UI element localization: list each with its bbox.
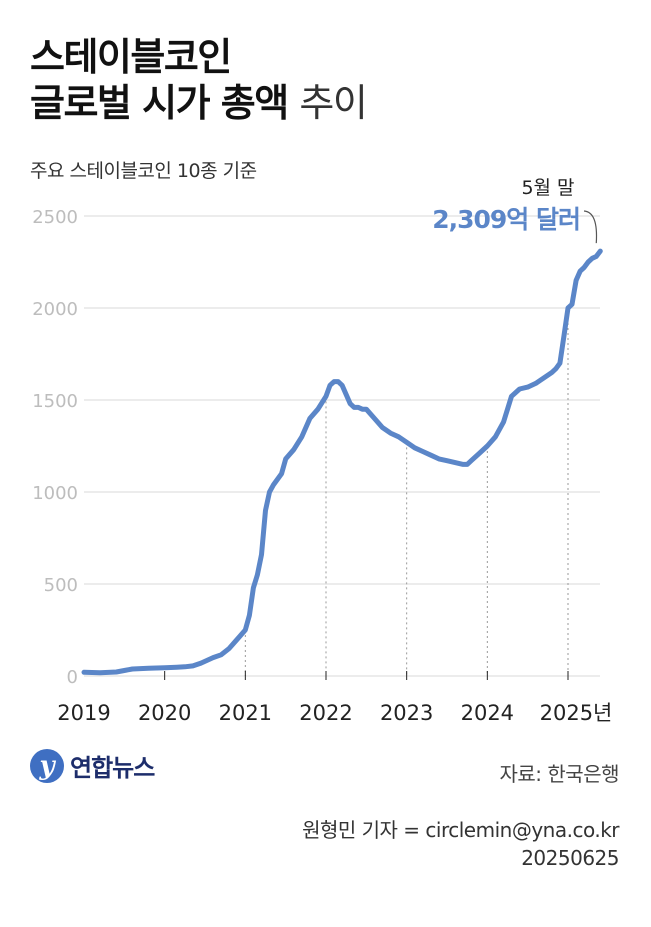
title-line-1: 스테이블코인 [30, 35, 232, 79]
x-tick-label: 2023 [380, 701, 433, 725]
annotation-value: 2,309억 달러 [432, 205, 580, 234]
credit-block: 원형민 기자 = circlemin@yna.co.kr 20250625 [302, 816, 619, 872]
y-axis-ticks: 0 500 1000 1500 2000 2500 [32, 207, 78, 688]
y-tick-label: 2500 [32, 207, 78, 228]
logo-text: 연합뉴스 [70, 754, 155, 782]
y-tick-label: 1500 [32, 391, 78, 412]
title-line-2-light: 추이 [299, 81, 367, 125]
publish-date: 20250625 [521, 846, 619, 870]
y-tick-label: 0 [67, 667, 78, 688]
author-credit: 원형민 기자 = circlemin@yna.co.kr [302, 818, 619, 842]
line-chart: 0 500 1000 1500 2000 2500 2019 2020 2021 2022 202… [32, 177, 612, 725]
year-guide-lines [244, 308, 569, 676]
chart-title: 스테이블코인 글로벌 시가 총액 추이 [30, 34, 368, 126]
source-text: 자료: 한국은행 [499, 762, 620, 786]
chart-subtitle: 주요 스테이블코인 10종 기준 [30, 160, 257, 182]
annotation-label: 5월 말 [521, 177, 574, 199]
annotation: 5월 말 2,309억 달러 [432, 177, 598, 244]
y-tick-label: 2000 [32, 299, 78, 320]
annotation-pointer [583, 210, 598, 244]
x-tick-label: 2024 [461, 701, 514, 725]
y-tick-label: 1000 [32, 483, 78, 504]
y-tick-label: 500 [44, 575, 78, 596]
yonhap-logo: y 연합뉴스 [30, 748, 155, 783]
yonhap-logo-icon: y [30, 748, 64, 783]
series-line [81, 248, 603, 676]
grid-lines [84, 215, 600, 677]
title-line-2: 글로벌 시가 총액 추이 [30, 80, 368, 126]
x-tick-label: 2019 [57, 701, 110, 725]
x-tick-label: 2025년 [540, 701, 613, 725]
x-tick-label: 2021 [219, 701, 272, 725]
title-line-2-bold: 글로벌 시가 총액 [30, 81, 289, 125]
x-axis-ticks: 2019 2020 2021 2022 2023 2024 2025년 [57, 671, 612, 725]
x-tick-label: 2022 [299, 701, 352, 725]
x-tick-label: 2020 [138, 701, 191, 725]
